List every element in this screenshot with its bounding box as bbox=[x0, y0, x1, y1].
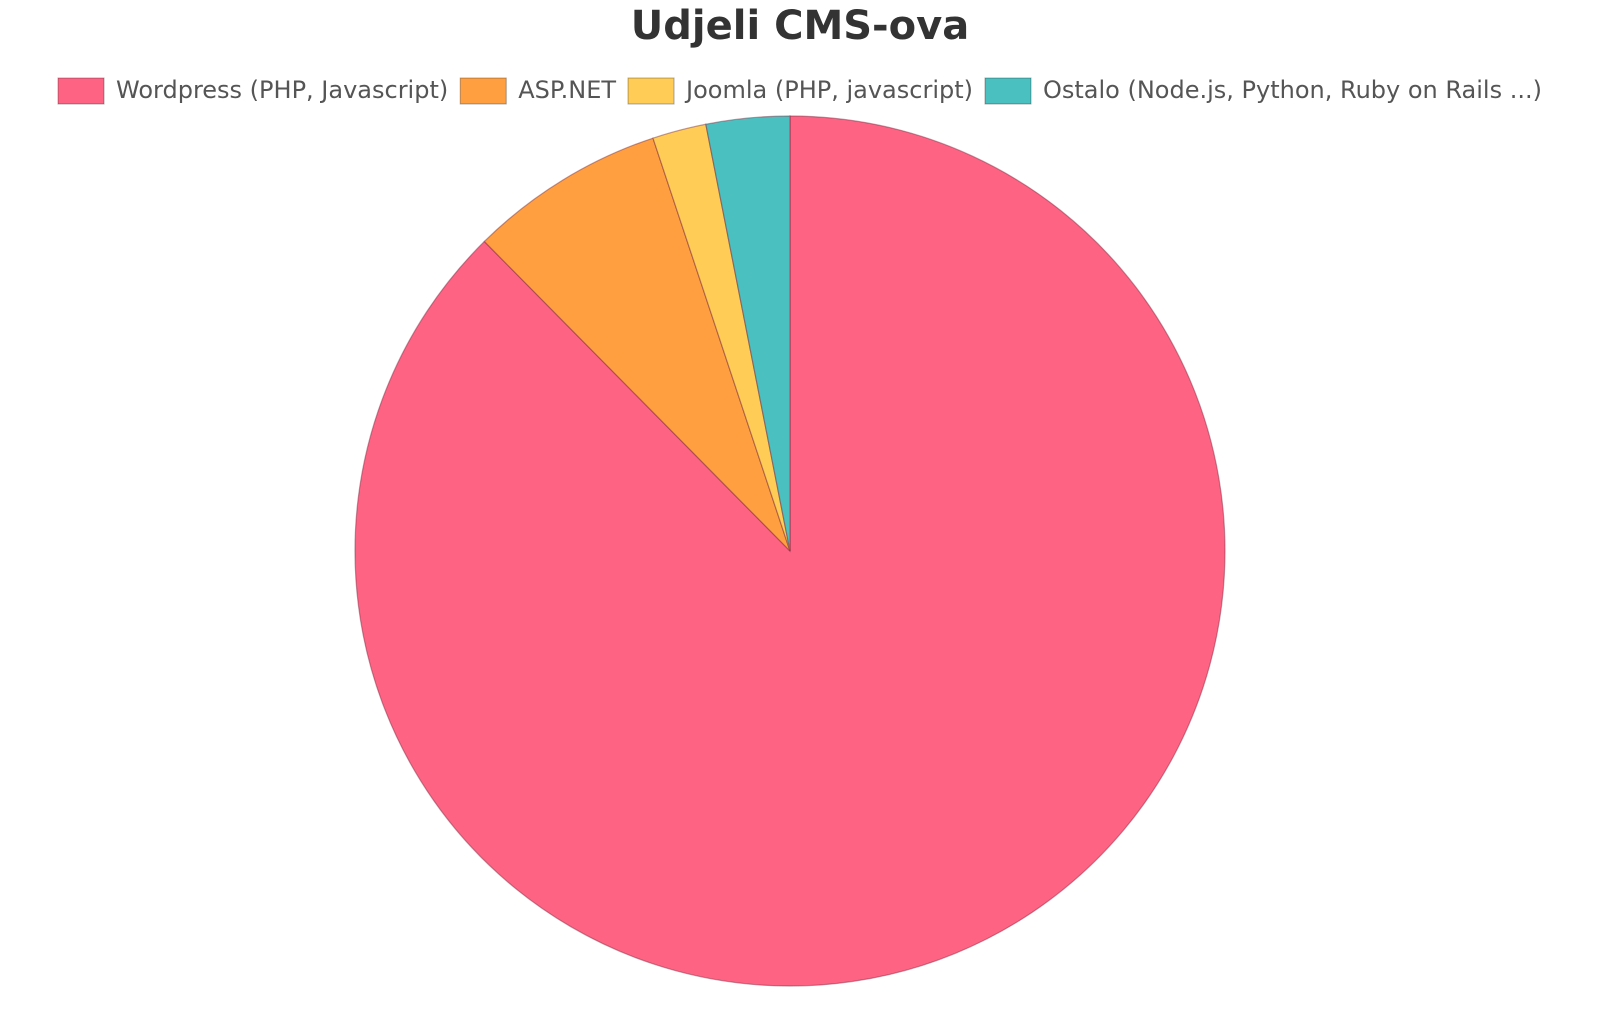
pie-slice[interactable] bbox=[705, 115, 791, 552]
pie bbox=[354, 115, 1226, 987]
pie-slice[interactable] bbox=[483, 137, 791, 552]
legend-item[interactable]: Joomla (PHP, javascript) bbox=[627, 76, 973, 105]
chart-title: Udjeli CMS-ova bbox=[631, 3, 969, 49]
legend-label: ASP.NET bbox=[518, 76, 616, 104]
legend-label: Joomla (PHP, javascript) bbox=[684, 76, 973, 104]
legend-swatch bbox=[57, 77, 105, 105]
pie-slice[interactable] bbox=[652, 123, 791, 552]
legend-swatch bbox=[459, 77, 507, 105]
legend: Wordpress (PHP, Javascript) ASP.NET Joomla… bbox=[57, 76, 1542, 105]
legend-swatch bbox=[627, 77, 675, 105]
legend-item[interactable]: ASP.NET bbox=[459, 76, 616, 105]
pie-slice[interactable] bbox=[354, 115, 1226, 987]
legend-label: Ostalo (Node.js, Python, Ruby on Rails .… bbox=[1043, 76, 1542, 104]
legend-swatch bbox=[984, 77, 1032, 105]
legend-item[interactable]: Ostalo (Node.js, Python, Ruby on Rails .… bbox=[984, 76, 1542, 105]
legend-item[interactable]: Wordpress (PHP, Javascript) bbox=[57, 76, 448, 105]
legend-label: Wordpress (PHP, Javascript) bbox=[116, 76, 448, 104]
